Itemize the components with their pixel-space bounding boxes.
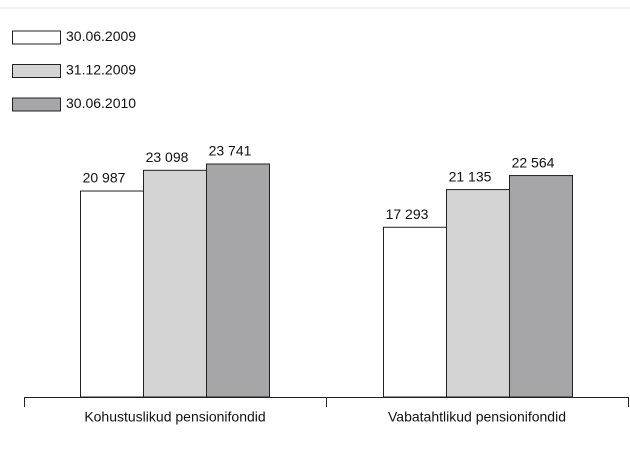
x-tick-label: Kohustuslikud pensionifondid [84, 409, 265, 425]
legend-swatch [12, 97, 61, 112]
legend-label: 30.06.2010 [66, 95, 136, 111]
value-label: 22 564 [512, 154, 555, 170]
legend-swatch [12, 64, 61, 78]
legend-label: 30.06.2009 [66, 28, 136, 44]
bar [509, 175, 573, 398]
bar [143, 169, 207, 398]
bar [446, 189, 510, 398]
value-label: 23 741 [209, 143, 252, 159]
value-label: 23 098 [146, 149, 189, 165]
value-label: 20 987 [83, 170, 126, 186]
legend-label: 31.12.2009 [66, 62, 136, 78]
legend-swatch [12, 30, 61, 45]
value-label: 21 135 [449, 168, 492, 184]
bar [383, 226, 447, 398]
bar [80, 190, 144, 398]
value-label: 17 293 [386, 206, 429, 222]
bar [206, 163, 270, 398]
x-tick-label: Vabatahtlikud pensionifondid [388, 409, 566, 425]
